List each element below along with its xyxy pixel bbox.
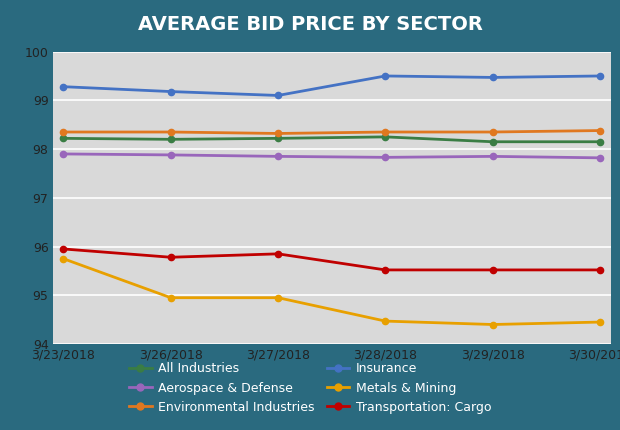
All Industries	[489, 139, 497, 144]
Metals & Mining	[382, 319, 389, 324]
Metals & Mining	[167, 295, 174, 300]
Metals & Mining	[60, 256, 67, 261]
Metals & Mining	[489, 322, 497, 327]
Environmental Industries	[489, 129, 497, 135]
All Industries	[382, 134, 389, 139]
Environmental Industries	[596, 128, 604, 133]
Line: Aerospace & Defense: Aerospace & Defense	[60, 151, 603, 161]
Transportation: Cargo: (1, 95.8): Cargo: (1, 95.8)	[167, 255, 174, 260]
Metals & Mining	[274, 295, 281, 300]
Text: AVERAGE BID PRICE BY SECTOR: AVERAGE BID PRICE BY SECTOR	[138, 15, 482, 34]
All Industries	[274, 136, 281, 141]
Transportation: Cargo: (5, 95.5): Cargo: (5, 95.5)	[596, 267, 604, 273]
Aerospace & Defense	[167, 152, 174, 157]
Transportation: Cargo: (4, 95.5): Cargo: (4, 95.5)	[489, 267, 497, 273]
Environmental Industries	[167, 129, 174, 135]
Line: Transportation: Cargo: Transportation: Cargo	[60, 246, 603, 273]
Transportation: Cargo: (0, 96): Cargo: (0, 96)	[60, 246, 67, 252]
Insurance	[274, 93, 281, 98]
All Industries	[60, 136, 67, 141]
Aerospace & Defense	[60, 151, 67, 157]
Transportation: Cargo: (2, 95.8): Cargo: (2, 95.8)	[274, 251, 281, 256]
Line: All Industries: All Industries	[60, 134, 603, 145]
Aerospace & Defense	[596, 155, 604, 160]
Line: Insurance: Insurance	[60, 73, 603, 98]
Insurance	[596, 74, 604, 79]
Metals & Mining	[596, 319, 604, 325]
Line: Environmental Industries: Environmental Industries	[60, 127, 603, 137]
Environmental Industries	[274, 131, 281, 136]
Aerospace & Defense	[489, 154, 497, 159]
Insurance	[382, 74, 389, 79]
Environmental Industries	[382, 129, 389, 135]
Legend: All Industries, Aerospace & Defense, Environmental Industries, Insurance, Metals: All Industries, Aerospace & Defense, Env…	[123, 356, 497, 420]
Insurance	[489, 75, 497, 80]
Transportation: Cargo: (3, 95.5): Cargo: (3, 95.5)	[382, 267, 389, 273]
Aerospace & Defense	[274, 154, 281, 159]
Insurance	[60, 84, 67, 89]
All Industries	[596, 139, 604, 144]
All Industries	[167, 137, 174, 142]
Insurance	[167, 89, 174, 94]
Aerospace & Defense	[382, 155, 389, 160]
Line: Metals & Mining: Metals & Mining	[60, 255, 603, 328]
Environmental Industries	[60, 129, 67, 135]
